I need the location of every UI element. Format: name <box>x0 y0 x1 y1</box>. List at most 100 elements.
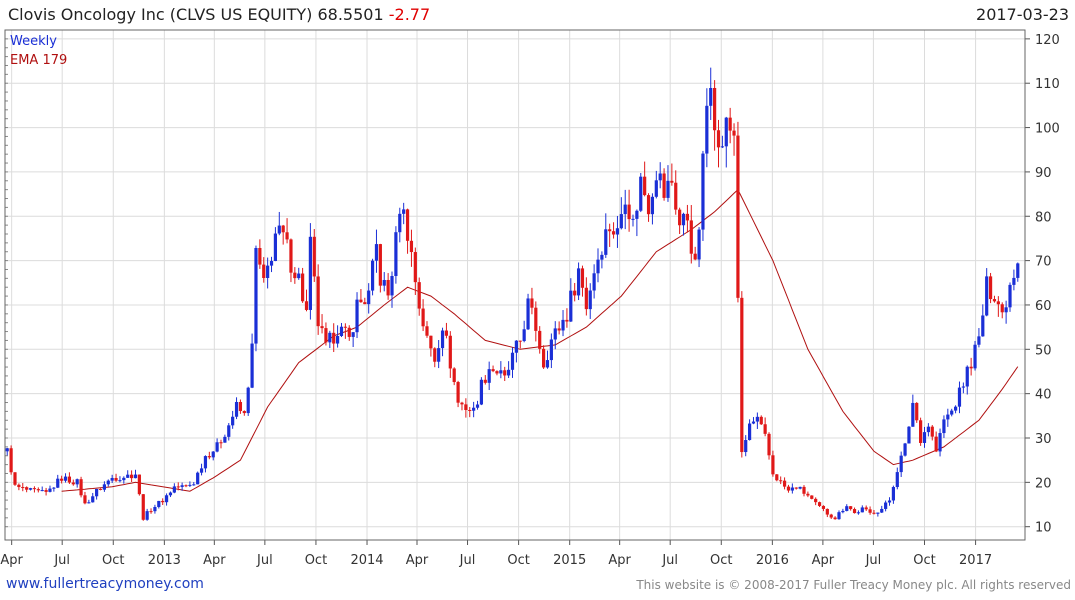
candle-body <box>887 500 892 503</box>
candle-body <box>137 474 141 495</box>
candle-body <box>852 509 857 514</box>
candle-body <box>580 268 585 288</box>
candle-body <box>335 335 340 344</box>
candle-body <box>238 401 243 412</box>
candle-body <box>837 512 841 520</box>
candle-body <box>942 419 946 434</box>
candle-body <box>775 474 779 481</box>
candle-body <box>643 176 647 196</box>
candle-body <box>1008 284 1012 308</box>
candle-body <box>880 508 884 513</box>
y-tick-label: 40 <box>1035 388 1052 403</box>
candle-body <box>475 404 480 408</box>
candle-body <box>320 326 324 329</box>
candle-body <box>110 477 114 481</box>
candle-body <box>654 180 658 197</box>
candle-body <box>884 502 888 509</box>
x-tick-label: Jul <box>661 553 678 568</box>
candle-body <box>988 276 993 300</box>
candle-body <box>382 279 386 286</box>
candle-body <box>351 332 355 337</box>
candle-body <box>821 505 826 509</box>
y-tick-label: 60 <box>1035 299 1052 314</box>
x-tick-label: Oct <box>102 553 124 568</box>
y-tick-label: 50 <box>1035 343 1052 358</box>
candle-body <box>965 366 969 387</box>
candle-body <box>231 416 235 426</box>
candle-body <box>25 487 29 490</box>
candle-body <box>460 402 464 405</box>
candle-body <box>864 507 868 510</box>
x-tick-label: Oct <box>913 553 935 568</box>
candle-body <box>172 486 176 493</box>
candle-body <box>514 340 518 353</box>
candle-body <box>709 87 713 106</box>
candle-body <box>635 210 639 219</box>
candle-body <box>52 487 56 489</box>
candle-body <box>153 507 157 512</box>
candle-body <box>611 231 616 235</box>
candle-body <box>421 308 425 327</box>
x-tick-label: 2014 <box>350 553 383 568</box>
candle-body <box>367 290 371 305</box>
candle-body <box>56 478 60 488</box>
candle-body <box>701 153 705 230</box>
candle-body <box>250 343 254 388</box>
y-tick-label: 90 <box>1035 166 1052 181</box>
candle-body <box>126 474 130 478</box>
candle-body <box>133 474 138 479</box>
candle-body <box>526 298 530 330</box>
candle-body <box>161 500 165 503</box>
title-text: Clovis Oncology Inc (CLVS US EQUITY) 68.… <box>8 5 384 24</box>
candle-body <box>479 379 484 405</box>
candle-body <box>919 420 923 443</box>
candle-body <box>297 273 301 279</box>
candle-body <box>273 233 278 261</box>
candle-body <box>429 335 433 349</box>
candle-body <box>685 213 690 221</box>
candle-body <box>409 240 414 253</box>
x-tick-label: 2016 <box>756 553 789 568</box>
candle-body <box>266 265 270 278</box>
candle-body <box>957 387 962 407</box>
candle-body <box>736 135 740 298</box>
candle-body <box>398 213 402 233</box>
candle-body <box>281 225 285 233</box>
candle-body <box>277 225 281 234</box>
candle-body <box>145 511 149 520</box>
candle-body <box>106 480 110 485</box>
candle-body <box>370 260 375 291</box>
candle-body <box>176 486 180 488</box>
candle-body <box>922 432 927 443</box>
candle-body <box>394 232 398 277</box>
candle-body <box>794 487 798 489</box>
candle-body <box>817 502 822 506</box>
y-tick-label: 120 <box>1035 33 1060 48</box>
candle-body <box>751 421 756 424</box>
candle-body <box>242 411 246 414</box>
candle-body <box>83 495 87 504</box>
candle-body <box>915 402 919 421</box>
x-tick-label: Jul <box>459 553 476 568</box>
candle-body <box>98 488 103 490</box>
y-tick-label: 110 <box>1035 77 1060 92</box>
legend-weekly: Weekly <box>10 34 57 49</box>
candle-body <box>285 232 289 240</box>
candle-body <box>499 370 503 374</box>
candle-body <box>269 260 274 266</box>
candle-body <box>425 326 429 336</box>
candle-body <box>553 328 557 340</box>
candle-body <box>767 433 771 456</box>
candle-body <box>1012 277 1016 285</box>
candle-body <box>724 117 728 147</box>
footer-site-link[interactable]: www.fullertreacymoney.com <box>6 576 204 592</box>
candle-body <box>180 485 184 487</box>
candle-body <box>1000 304 1004 313</box>
candle-body <box>157 500 161 508</box>
candle-body <box>347 327 351 337</box>
footer-copyright: This website is © 2008-2017 Fuller Treac… <box>636 578 1071 592</box>
candle-body <box>814 498 818 503</box>
candle-body <box>223 436 227 443</box>
candle-body <box>386 279 390 296</box>
